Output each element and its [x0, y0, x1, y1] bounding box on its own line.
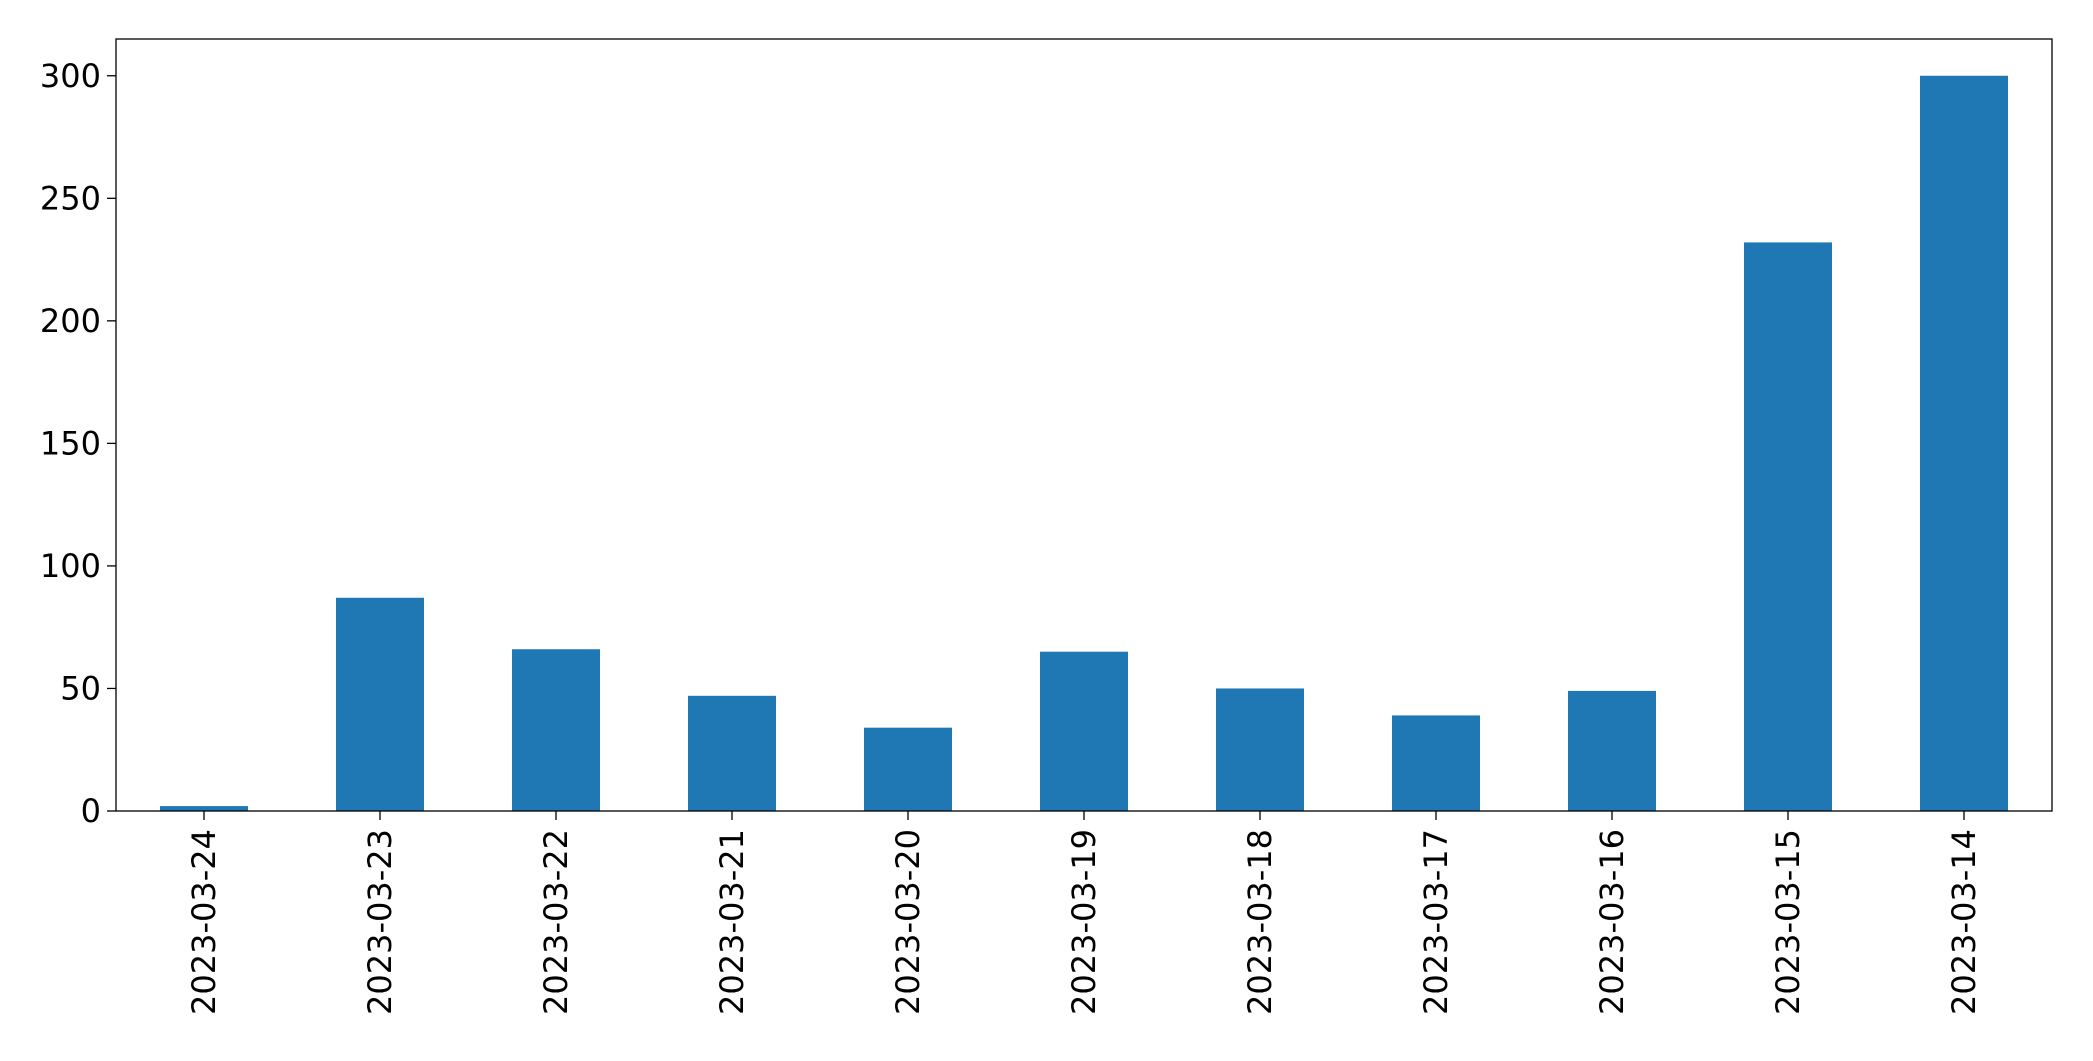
- x-tick-label: 2023-03-18: [1241, 829, 1279, 1015]
- x-tick-label: 2023-03-23: [361, 829, 399, 1015]
- x-tick-label: 2023-03-19: [1065, 829, 1103, 1015]
- y-tick-label: 50: [60, 669, 101, 707]
- bar-2023-03-23: [336, 597, 424, 811]
- y-tick-label: 100: [40, 547, 101, 585]
- y-tick-label: 200: [40, 302, 101, 340]
- bar-2023-03-15: [1744, 242, 1832, 811]
- bar-2023-03-20: [864, 727, 952, 811]
- y-tick-label: 300: [40, 57, 101, 95]
- x-axis: 2023-03-24 2023-03-23 2023-03-22 2023-03-21…: [185, 811, 1983, 1015]
- x-tick-label: 2023-03-16: [1593, 829, 1631, 1015]
- bar-2023-03-22: [512, 649, 600, 811]
- x-tick-label: 2023-03-24: [185, 829, 223, 1015]
- bar-2023-03-17: [1392, 715, 1480, 811]
- bar-2023-03-21: [688, 695, 776, 811]
- bar-2023-03-24: [160, 806, 248, 811]
- bar-2023-03-14: [1920, 75, 2008, 811]
- bar-2023-03-19: [1040, 651, 1128, 811]
- x-tick-label: 2023-03-21: [713, 829, 751, 1015]
- x-tick-label: 2023-03-15: [1769, 829, 1807, 1015]
- x-tick-label: 2023-03-20: [889, 829, 927, 1015]
- bar-2023-03-16: [1568, 690, 1656, 811]
- y-tick-label: 150: [40, 424, 101, 462]
- x-tick-label: 2023-03-22: [537, 829, 575, 1015]
- x-tick-label: 2023-03-14: [1945, 829, 1983, 1015]
- y-tick-label: 0: [81, 792, 101, 830]
- y-tick-label: 250: [40, 179, 101, 217]
- bars-group: [160, 75, 2008, 811]
- bar-2023-03-18: [1216, 688, 1304, 811]
- x-tick-label: 2023-03-17: [1417, 829, 1455, 1015]
- y-axis: 0 50 100 150 200 250 300: [40, 57, 116, 830]
